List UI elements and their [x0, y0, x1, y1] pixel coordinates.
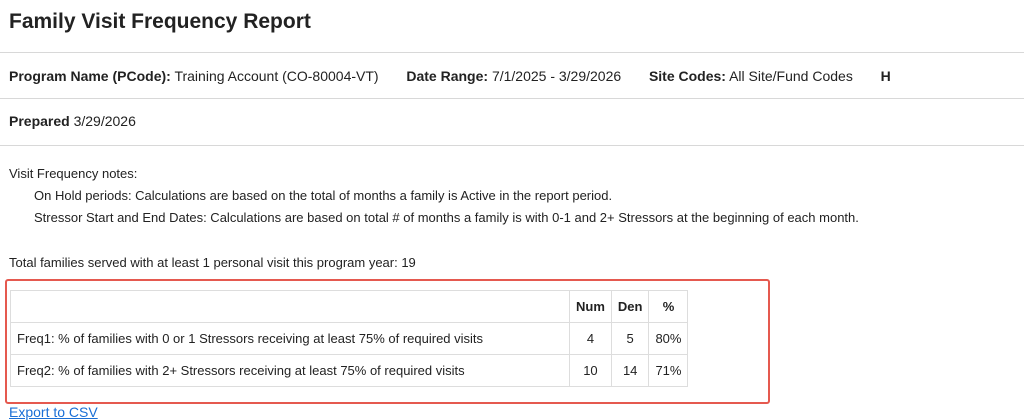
field-value: Training Account (CO-80004-VT): [174, 68, 379, 84]
cell: 5: [610, 322, 650, 355]
divider: [0, 52, 1024, 53]
row-label: Freq2: % of families with 2+ Stressors r…: [10, 354, 570, 387]
header-row: Num Den %: [10, 290, 689, 323]
field-value: 7/1/2025 - 3/29/2026: [491, 68, 622, 84]
field-value: All Site/Fund Codes: [729, 68, 853, 84]
field-label: H: [880, 68, 891, 84]
divider: [0, 98, 1024, 99]
export-link[interactable]: Export to CSV: [9, 404, 98, 420]
prepared-date: 3/29/2026: [73, 113, 136, 129]
frequency-table: Num Den % Freq1: % of families with 0 or…: [10, 290, 689, 387]
row-label: Freq1: % of families with 0 or 1 Stresso…: [10, 322, 570, 355]
table-row: Freq1: % of families with 0 or 1 Stresso…: [10, 322, 689, 355]
field-label: Date Range:: [406, 68, 489, 84]
note: Stressor Start and End Dates: Calculatio…: [34, 210, 859, 225]
prepared-label: Prepared: [9, 113, 70, 129]
divider: [0, 145, 1024, 146]
cell: 4: [569, 322, 612, 355]
table-row: Freq2: % of families with 2+ Stressors r…: [10, 354, 689, 387]
header-cell: [10, 290, 570, 323]
field-label: Program Name (PCode):: [9, 68, 171, 84]
header-cell: Num: [569, 290, 612, 323]
header-fields: Program Name (PCode): Training Account (…: [9, 68, 891, 84]
cell: 71%: [648, 354, 689, 387]
field-label: Site Codes:: [648, 68, 726, 84]
notes-heading: Visit Frequency notes:: [9, 166, 138, 181]
note: On Hold periods: Calculations are based …: [34, 188, 613, 203]
report-title: Family Visit Frequency Report: [9, 10, 311, 33]
prepared: Prepared 3/29/2026: [9, 113, 136, 129]
cell: 10: [569, 354, 612, 387]
cell: 14: [610, 354, 650, 387]
cell: 80%: [648, 322, 689, 355]
highlight-box: [5, 279, 770, 404]
header-cell: Den: [610, 290, 650, 323]
total-families: Total families served with at least 1 pe…: [9, 255, 416, 270]
header-cell: %: [648, 290, 689, 323]
